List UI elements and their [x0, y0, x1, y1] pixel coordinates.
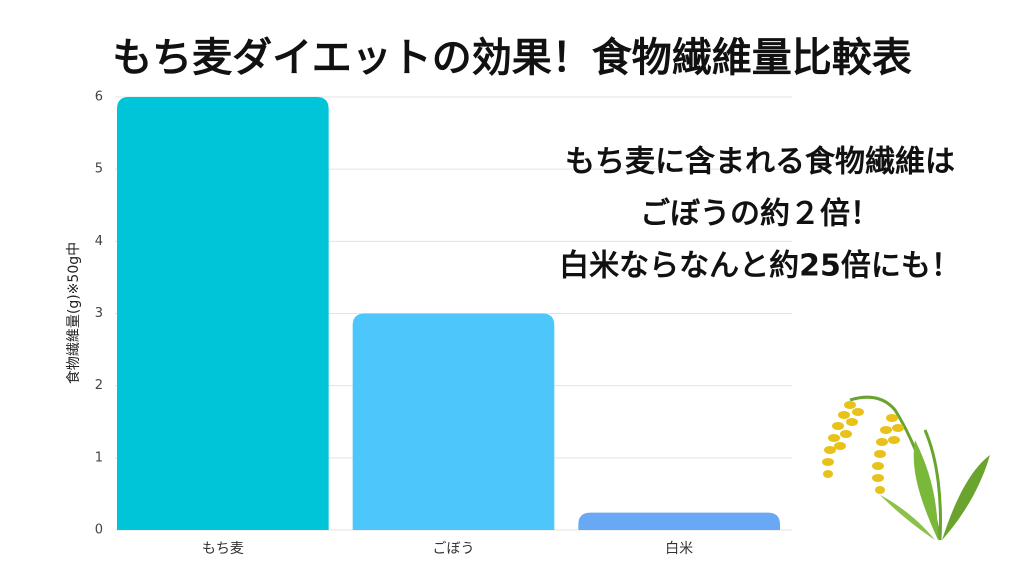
bar	[352, 313, 555, 530]
x-tick-label: 白米	[665, 541, 693, 557]
y-tick-label: 2	[95, 378, 103, 393]
annotation-line: もち麦に含まれる食物繊維は	[565, 145, 955, 180]
y-tick-label: 3	[95, 306, 103, 321]
bar	[578, 512, 780, 530]
bar	[117, 97, 329, 530]
y-tick-label: 4	[95, 234, 103, 249]
y-tick-label: 1	[95, 450, 103, 465]
y-axis-label: 食物繊維量(g)※50g中	[65, 242, 82, 384]
rice-illustration	[822, 395, 990, 541]
x-tick-label: もち麦	[202, 541, 244, 557]
y-tick-label: 5	[95, 162, 103, 177]
annotation-line: 白米ならなんと約25倍にも！	[559, 249, 961, 284]
plot: 0 1 2 3 4 5 6 もち麦 ごぼう 白米	[95, 90, 792, 557]
chart-title: もち麦ダイエットの効果！食物繊維量比較表	[112, 35, 912, 81]
y-tick-label: 6	[95, 90, 103, 105]
x-tick-label: ごぼう	[433, 541, 475, 557]
y-tick-label: 0	[95, 523, 103, 538]
annotation-line: ごぼうの約２倍！	[640, 197, 880, 232]
